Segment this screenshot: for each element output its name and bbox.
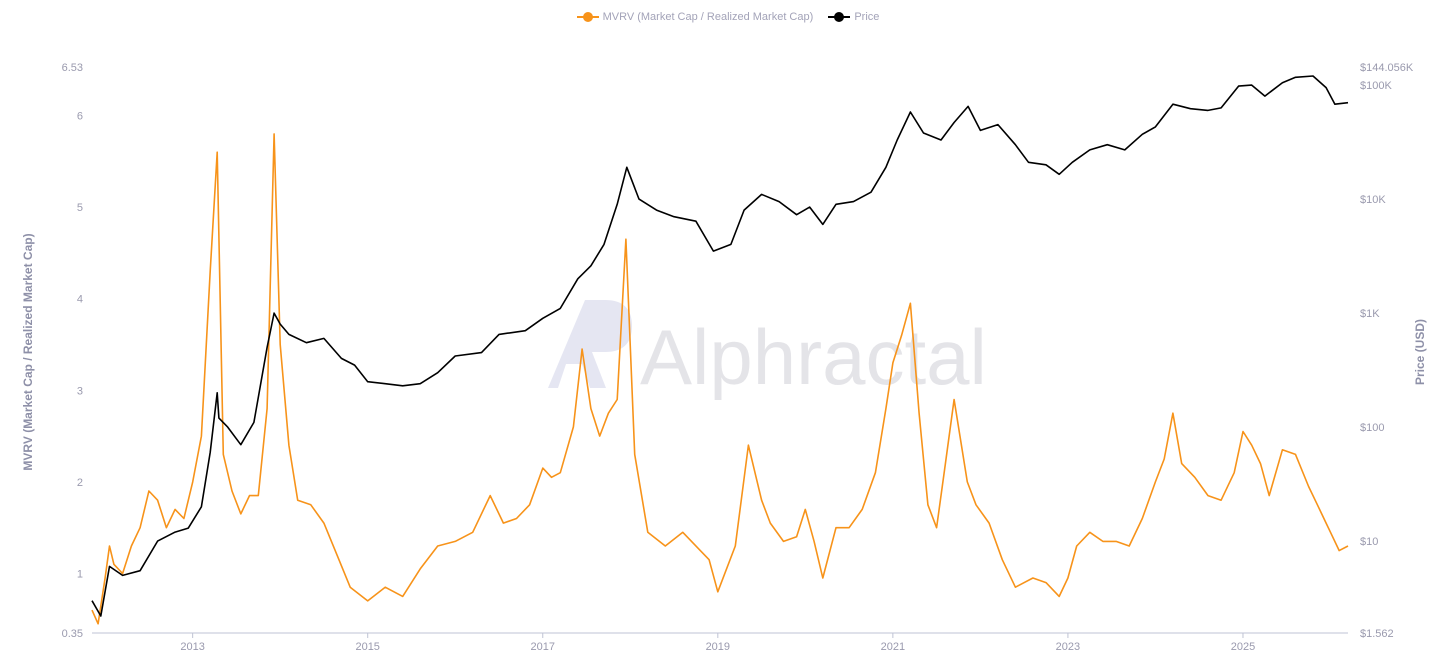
- x-tick-label: 2015: [355, 641, 379, 652]
- watermark-text: Alphractal: [640, 313, 987, 401]
- x-tick-label: 2017: [531, 641, 555, 652]
- tick-labels: 2013 2015 2017 2019 2021 2023 2025 0.35 1 2 3 4 5 6 6.…: [62, 62, 1414, 652]
- y-tick-label-right: $1K: [1360, 308, 1380, 320]
- y-tick-label-right: $10: [1360, 536, 1378, 548]
- y-axis-title-left: MVRV (Market Cap / Realized Market Cap): [21, 233, 35, 470]
- legend-item-mvrv[interactable]: MVRV (Market Cap / Realized Market Cap): [576, 11, 814, 23]
- x-tick-label: 2013: [180, 641, 204, 652]
- legend-swatch-mvrv: [576, 12, 599, 22]
- y-axis-title-right: Price (USD): [1413, 319, 1427, 385]
- y-tick-label-left: 6: [77, 111, 83, 123]
- legend-swatch-price: [828, 12, 851, 22]
- mvrv-series-line: [91, 133, 1349, 625]
- y-tick-label-left: 0.35: [62, 628, 83, 640]
- watermark: Alphractal: [548, 300, 987, 401]
- y-tick-label-left: 3: [77, 385, 83, 397]
- y-tick-label-left: 5: [77, 202, 83, 214]
- price-series-line: [91, 75, 1349, 617]
- y-tick-label-left: 4: [77, 294, 83, 306]
- y-tick-label-left: 6.53: [62, 62, 83, 74]
- y-tick-label-right: $10K: [1360, 194, 1386, 206]
- y-tick-label-left: 2: [77, 477, 83, 489]
- x-tick-label: 2025: [1231, 641, 1255, 652]
- legend-label-mvrv: MVRV (Market Cap / Realized Market Cap): [602, 11, 814, 23]
- series-lines: [91, 75, 1349, 625]
- legend-item-price[interactable]: Price: [828, 11, 879, 23]
- x-tick-label: 2019: [706, 641, 730, 652]
- y-tick-label-left: 1: [77, 568, 83, 580]
- x-tick-label: 2021: [881, 641, 905, 652]
- y-tick-label-right: $100: [1360, 422, 1384, 434]
- legend-label-price: Price: [854, 11, 880, 23]
- axes: MVRV (Market Cap / Realized Market Cap) …: [21, 233, 1427, 634]
- chart-legend: MVRV (Market Cap / Realized Market Cap) …: [0, 11, 1456, 25]
- x-tick-label: 2023: [1056, 641, 1080, 652]
- y-tick-label-right: $100K: [1360, 80, 1392, 92]
- y-tick-label-right: $144.056K: [1360, 62, 1414, 74]
- y-tick-label-right: $1.562: [1360, 628, 1394, 640]
- alphractal-logo-icon: [548, 300, 632, 388]
